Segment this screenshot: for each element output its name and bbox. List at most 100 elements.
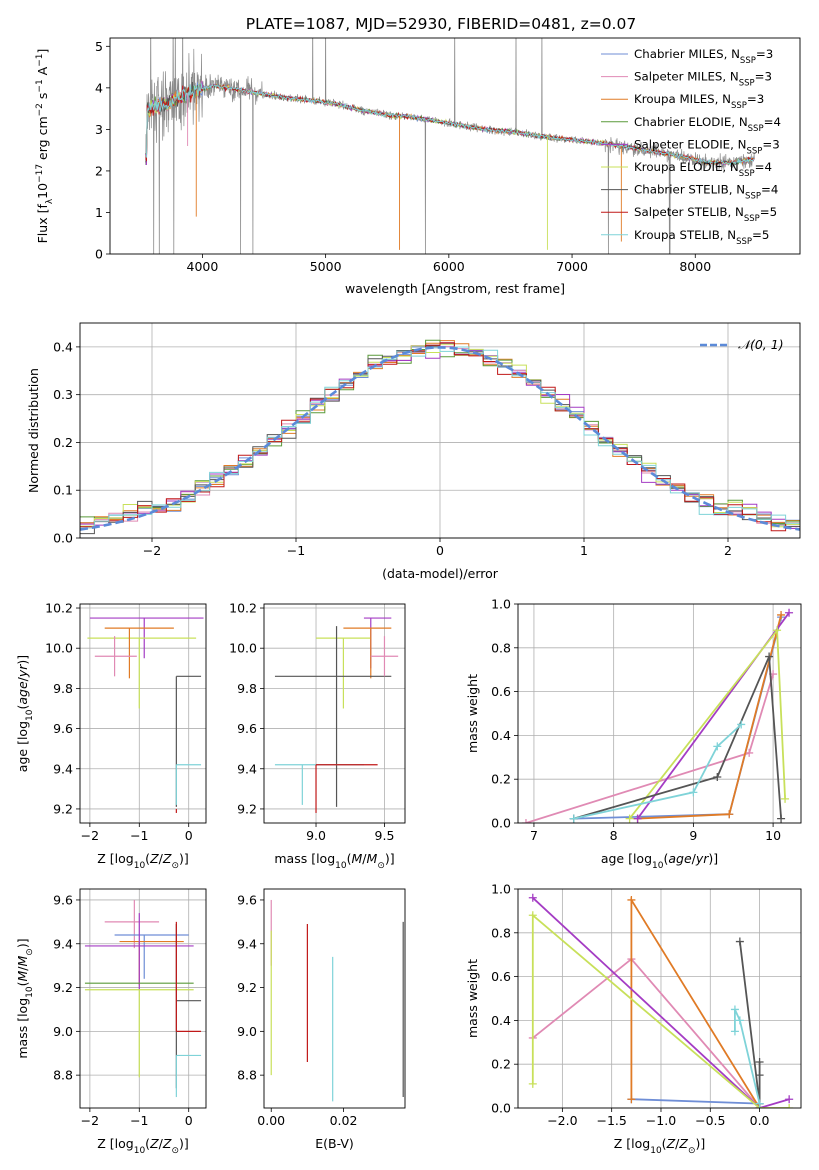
axes-frame [263,888,406,1109]
x-tick-label: 5000 [310,259,342,274]
x-tick-label: 9.0 [306,828,326,843]
mass_vs_Z-plot-area [84,899,202,1098]
x-tick-label: 1 [580,543,588,558]
x-tick-label: 0 [185,1113,193,1128]
x-tick-label: 0.0 [750,1113,770,1128]
axes-frame [79,603,207,824]
axes-frame [79,322,801,539]
y-tick-label: 9.2 [53,801,73,816]
y-tick-label: 10.2 [229,601,257,616]
residual-histogram [80,342,800,532]
mass-weight-marker [777,610,786,619]
x-axis-label: age [log10(age/yr)] [601,851,718,871]
x-tick-label: 0 [185,828,193,843]
spectrum-panel: 4000 5000 6000 7000 8000 0 1 2 3 4 5 Chabrier MILES… [35,37,801,296]
y-tick-label: 9.0 [53,1024,73,1039]
mass-weight-marker [689,788,698,797]
axes-frame [517,603,802,824]
axes-frame [517,888,802,1109]
mass-weight-marker [633,814,642,823]
massweight_vs_age-panel: 7 8 9 10 0.0 0.2 0.4 0.6 0.8 1.0 age [log10(age/yr… [465,597,802,871]
x-tick-label: −0.5 [695,1113,725,1128]
x-tick-label: 7000 [556,259,588,274]
mass-weight-marker [755,1071,764,1080]
x-tick-label: 0.02 [330,1113,358,1128]
x-tick-label: 6000 [433,259,465,274]
y-axis-label: Normed distribution [26,368,41,493]
y-tick-label: 0.1 [53,483,73,498]
mass-weight-line [631,1098,760,1105]
y-tick-label: 1 [95,205,103,220]
y-tick-label: 9.2 [237,980,257,995]
observed-spectrum [145,38,755,254]
mass-weight-marker [785,608,794,617]
legend-label: 𝒩(0, 1) [738,337,784,352]
mass-weight-marker [755,1099,764,1108]
mass-weight-line [739,941,761,1104]
mass-weight-line [532,897,790,1108]
mass-weight-line [532,957,761,1108]
age_vs_mass-panel: 9.0 9.5 9.2 9.4 9.6 9.8 10.0 10.2 mass [log10(M/… [229,601,406,871]
x-axis-label: Z [log10(Z/Z⊙)] [614,1136,706,1156]
mass-weight-marker [785,1104,794,1108]
y-axis-label: mass weight [465,674,480,753]
x-tick-label: 8 [610,828,618,843]
y-tick-label: 0.0 [491,816,511,831]
y-tick-label: 8.8 [237,1068,257,1083]
mass-weight-marker [781,794,790,803]
y-tick-label: 0 [95,247,103,262]
y-tick-label: 9.4 [53,936,73,951]
residuals-panel: −2 −1 0 1 2 0.0 0.1 0.2 0.3 0.4 𝒩(0, 1) (data-model… [26,322,801,581]
mass-weight-marker [755,1058,764,1067]
y-tick-label: 9.4 [237,761,257,776]
legend-label: Salpeter STELIB, NSSP=5 [634,205,777,224]
axes-frame [263,603,406,824]
mass-weight-marker [521,819,530,823]
y-tick-label: 9.6 [237,892,257,907]
y-tick-label: 0.8 [491,925,511,940]
mass-weight-line [630,896,761,1108]
y-tick-label: 9.4 [53,761,73,776]
x-tick-label: 9 [689,828,697,843]
y-tick-label: 10.2 [45,601,73,616]
x-axis-label: Z [log10(Z/Z⊙)] [97,1136,189,1156]
y-tick-label: 5 [95,39,103,54]
axes-frame [109,37,801,255]
mass-weight-marker [625,814,634,823]
mass-weight-marker [777,814,786,823]
x-tick-label: −2 [81,828,99,843]
x-axis-label: wavelength [Angstrom, rest frame] [345,281,565,296]
normal-distribution-curve [80,346,800,531]
age_vs_mass-plot-area [274,617,399,813]
y-tick-label: 3 [95,122,103,137]
mass_vs_ebv-panel: 0.00 0.02 8.8 9.0 9.2 9.4 9.6 E(B-V) [237,888,406,1151]
x-tick-label: −2 [81,1113,99,1128]
mass-weight-line [525,673,774,823]
legend-label: Salpeter MILES, NSSP=3 [634,70,772,89]
massweight_vs_age-plot-area [521,608,794,823]
x-axis-label: (data-model)/error [382,566,499,581]
x-tick-label: −2 [143,543,161,558]
mass-weight-marker [730,1027,739,1036]
mass-weight-line [573,723,742,820]
model-spectrum-line [145,83,755,166]
x-tick-label: 10 [765,828,781,843]
y-tick-label: 0.0 [491,1101,511,1116]
mass-weight-marker [785,1095,794,1104]
mass-weight-marker [773,626,782,635]
mass-weight-marker [730,1005,739,1014]
x-axis-label: mass [log10(M/M⊙)] [274,851,394,871]
x-axis-label: Z [log10(Z/Z⊙)] [97,851,189,871]
mass-weight-marker [569,814,578,823]
x-tick-label: −1 [130,1113,148,1128]
massweight_vs_Z-panel: −2.0 −1.5 −1.0 −0.5 0.0 0.0 0.2 0.4 0.6 0.8 1.0 Z [… [465,882,802,1156]
y-tick-label: 9.6 [53,721,73,736]
mass-weight-line [573,656,782,820]
y-axis-label: mass [log10(M/M⊙)] [15,938,35,1058]
x-tick-label: 9.5 [375,828,395,843]
y-tick-label: 0.8 [491,640,511,655]
y-tick-label: 0.2 [491,1057,511,1072]
y-axis-label: mass weight [465,959,480,1038]
y-tick-label: 0.4 [53,339,73,354]
y-tick-label: 10.0 [45,641,73,656]
